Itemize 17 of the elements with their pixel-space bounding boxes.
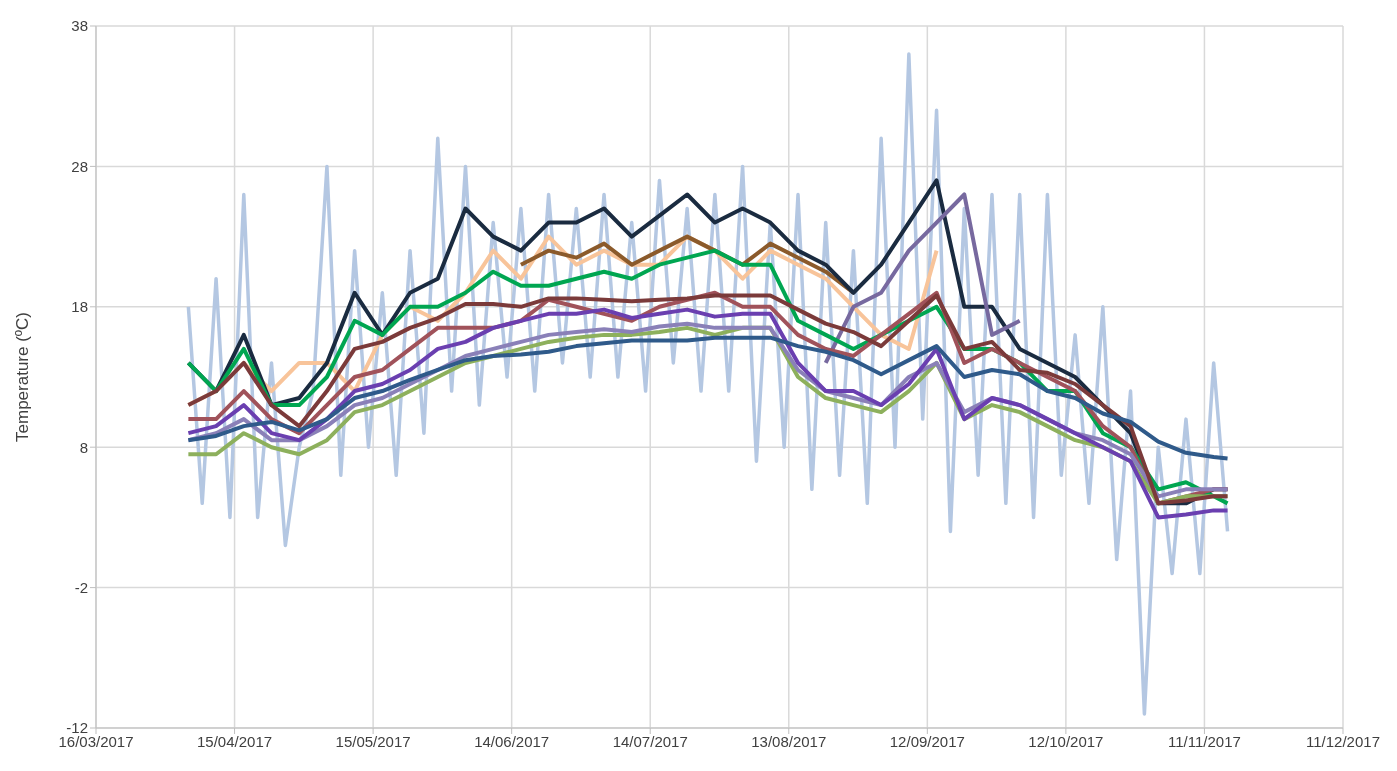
- x-tick-label: 14/07/2017: [612, 732, 688, 750]
- x-tick-label: 12/09/2017: [889, 732, 965, 750]
- y-tick-label: 28: [71, 157, 88, 175]
- y-tick-label: 38: [71, 17, 88, 35]
- y-tick-label: -2: [74, 578, 88, 596]
- line-series: [823, 192, 1022, 365]
- x-tick-label: 13/08/2017: [751, 732, 827, 750]
- line-series: [186, 335, 1230, 461]
- y-tick-label: 18: [71, 298, 88, 316]
- x-tick-label: 12/10/2017: [1028, 732, 1104, 750]
- x-tick-label: 14/06/2017: [474, 732, 550, 750]
- x-tick-label: 11/11/2017: [1168, 732, 1241, 750]
- x-tick-label: 15/05/2017: [335, 732, 411, 750]
- y-tick-label: 8: [79, 438, 88, 456]
- y-axis-title: Temperature (ºC): [13, 312, 33, 442]
- x-tick-label: 15/04/2017: [197, 732, 273, 750]
- x-tick-label: 11/12/2017: [1306, 732, 1380, 750]
